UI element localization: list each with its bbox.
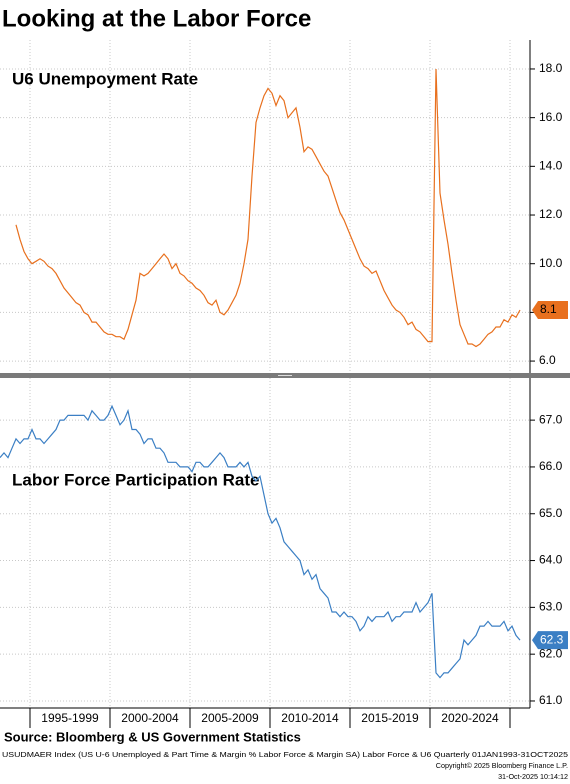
footer-line: Copyright© 2025 Bloomberg Finance L.P.	[436, 761, 568, 770]
panel-label: U6 Unempoyment Rate	[12, 69, 198, 88]
y-tick-label: 16.0	[539, 110, 563, 124]
panel-label: Labor Force Participation Rate	[12, 470, 260, 489]
source: Source: Bloomberg & US Government Statis…	[4, 729, 301, 744]
y-tick-label: 64.0	[539, 553, 563, 567]
x-tick-label: 2015-2019	[361, 711, 419, 725]
chart-title: Looking at the Labor Force	[2, 5, 311, 32]
x-tick-label: 1995-1999	[41, 711, 99, 725]
series-line	[0, 404, 521, 679]
y-tick-label: 62.0	[539, 646, 563, 660]
y-tick-label: 66.0	[539, 459, 563, 473]
y-tick-label: 18.0	[539, 61, 563, 75]
x-tick-label: 2020-2024	[441, 711, 499, 725]
y-tick-label: 65.0	[539, 506, 563, 520]
footer-line: USUDMAER Index (US U-6 Unemployed & Part…	[2, 750, 568, 759]
x-tick-label: 2005-2009	[201, 711, 259, 725]
last-value-box	[532, 300, 568, 319]
last-value-label: 8.1	[540, 302, 557, 316]
y-tick-label: 67.0	[539, 412, 563, 426]
last-value-label: 62.3	[540, 632, 564, 646]
x-tick-label: 2000-2004	[121, 711, 179, 725]
y-tick-label: 12.0	[539, 207, 563, 221]
y-tick-label: 10.0	[539, 256, 563, 270]
footer-line: 31-Oct-2025 10:14:12	[498, 772, 568, 781]
y-tick-label: 63.0	[539, 600, 563, 614]
series-line	[15, 68, 521, 348]
y-tick-label: 14.0	[539, 159, 563, 173]
last-value-box	[532, 631, 568, 650]
x-tick-label: 2010-2014	[281, 711, 339, 725]
y-tick-label: 61.0	[539, 693, 563, 707]
y-tick-label: 6.0	[539, 353, 556, 367]
